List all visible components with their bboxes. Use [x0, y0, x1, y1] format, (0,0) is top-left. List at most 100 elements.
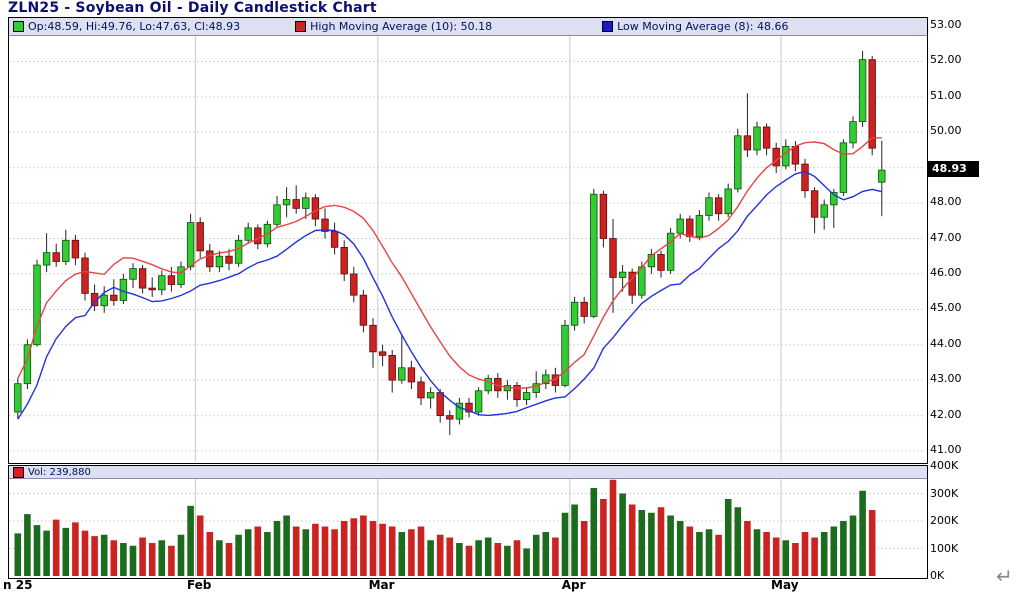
candle-down[interactable]	[330, 231, 339, 248]
candle-up[interactable]	[234, 239, 243, 264]
candle-down[interactable]	[359, 294, 368, 326]
volume-bar[interactable]	[388, 526, 396, 577]
volume-bar[interactable]	[100, 534, 108, 576]
candle-down[interactable]	[743, 135, 752, 151]
candle-up[interactable]	[849, 121, 857, 144]
volume-bar[interactable]	[312, 523, 319, 576]
volume-bar[interactable]	[609, 479, 617, 576]
candle-down[interactable]	[580, 301, 588, 317]
candle-down[interactable]	[196, 222, 204, 252]
candle-down[interactable]	[417, 381, 425, 399]
candle-up[interactable]	[273, 204, 281, 225]
volume-bar[interactable]	[33, 525, 41, 576]
volume-bar[interactable]	[523, 548, 530, 577]
volume-bar[interactable]	[350, 518, 358, 576]
volume-bar[interactable]	[52, 519, 60, 576]
price-pane[interactable]: Op:48.59, Hi:49.76, Lo:47.63, Cl:48.93 H…	[8, 17, 928, 464]
volume-bar[interactable]	[187, 505, 194, 576]
volume-bar[interactable]	[734, 507, 742, 576]
volume-bar[interactable]	[158, 540, 166, 576]
candle-down[interactable]	[71, 239, 80, 259]
volume-bar[interactable]	[436, 534, 444, 576]
candle-down[interactable]	[772, 147, 780, 167]
volume-bar[interactable]	[561, 512, 569, 576]
volume-bar[interactable]	[302, 529, 310, 576]
candle-up[interactable]	[590, 193, 598, 317]
candle-up[interactable]	[398, 367, 406, 381]
volume-bar[interactable]	[14, 533, 22, 576]
volume-bar[interactable]	[139, 537, 146, 577]
candle-down[interactable]	[407, 367, 416, 383]
volume-bar[interactable]	[504, 545, 511, 576]
candle-up[interactable]	[695, 215, 704, 238]
candle-up[interactable]	[782, 146, 790, 167]
volume-bar[interactable]	[273, 521, 281, 576]
candle-up[interactable]	[484, 377, 492, 392]
candle-down[interactable]	[714, 197, 723, 215]
candle-down[interactable]	[378, 351, 387, 356]
candle-up[interactable]	[244, 227, 252, 241]
price-plot[interactable]	[9, 18, 925, 461]
candle-down[interactable]	[868, 59, 876, 149]
candle-up[interactable]	[215, 255, 224, 268]
volume-bar[interactable]	[868, 510, 876, 576]
volume-bar[interactable]	[331, 529, 338, 576]
volume-bar[interactable]	[475, 540, 482, 576]
candle-up[interactable]	[753, 126, 761, 151]
candle-down[interactable]	[292, 199, 300, 209]
volume-bar[interactable]	[590, 488, 598, 576]
volume-bar[interactable]	[820, 532, 828, 576]
candle-down[interactable]	[791, 146, 800, 165]
volume-bar[interactable]	[859, 490, 866, 576]
volume-bar[interactable]	[120, 543, 127, 576]
candle-up[interactable]	[62, 239, 70, 262]
volume-bar[interactable]	[43, 530, 50, 576]
candle-up[interactable]	[33, 264, 41, 346]
volume-bar[interactable]	[177, 534, 185, 576]
candle-up[interactable]	[100, 294, 108, 307]
volume-bar[interactable]	[408, 529, 415, 576]
candle-up[interactable]	[532, 383, 540, 393]
volume-bar[interactable]	[81, 530, 89, 576]
volume-bar[interactable]	[782, 540, 790, 576]
candle-up[interactable]	[129, 268, 137, 280]
volume-bar[interactable]	[772, 537, 780, 577]
volume-bar[interactable]	[792, 543, 799, 576]
candle-up[interactable]	[158, 275, 166, 291]
volume-bar[interactable]	[427, 540, 434, 576]
candle-up[interactable]	[666, 232, 675, 271]
volume-bar[interactable]	[657, 507, 665, 576]
candle-up[interactable]	[830, 192, 838, 206]
candle-down[interactable]	[350, 273, 358, 296]
volume-bar[interactable]	[532, 534, 540, 576]
candle-up[interactable]	[705, 197, 713, 216]
candle-down[interactable]	[167, 275, 176, 285]
volume-bar[interactable]	[196, 515, 204, 577]
volume-bar[interactable]	[446, 537, 454, 577]
candle-up[interactable]	[820, 204, 828, 218]
candle-up[interactable]	[724, 188, 732, 215]
volume-bar[interactable]	[552, 537, 559, 577]
candle-down[interactable]	[321, 218, 329, 232]
volume-bar[interactable]	[379, 523, 386, 576]
candle-up[interactable]	[177, 266, 185, 285]
candle-down[interactable]	[110, 294, 118, 301]
volume-bar[interactable]	[148, 543, 156, 576]
candle-down[interactable]	[446, 415, 454, 420]
volume-bar[interactable]	[417, 526, 425, 577]
volume-bar[interactable]	[254, 526, 262, 577]
volume-bar[interactable]	[321, 526, 329, 577]
volume-bar[interactable]	[580, 521, 588, 576]
candle-down[interactable]	[599, 193, 608, 239]
candle-down[interactable]	[148, 287, 156, 291]
candle-down[interactable]	[388, 354, 396, 381]
candle-down[interactable]	[52, 252, 60, 262]
volume-bar[interactable]	[264, 532, 271, 576]
candle-up[interactable]	[302, 197, 310, 209]
volume-bar[interactable]	[811, 537, 818, 577]
volume-bar[interactable]	[91, 536, 98, 576]
candle-up[interactable]	[426, 392, 435, 399]
volume-bar[interactable]	[849, 515, 857, 577]
candle-down[interactable]	[138, 268, 147, 289]
candle-down[interactable]	[311, 197, 320, 220]
